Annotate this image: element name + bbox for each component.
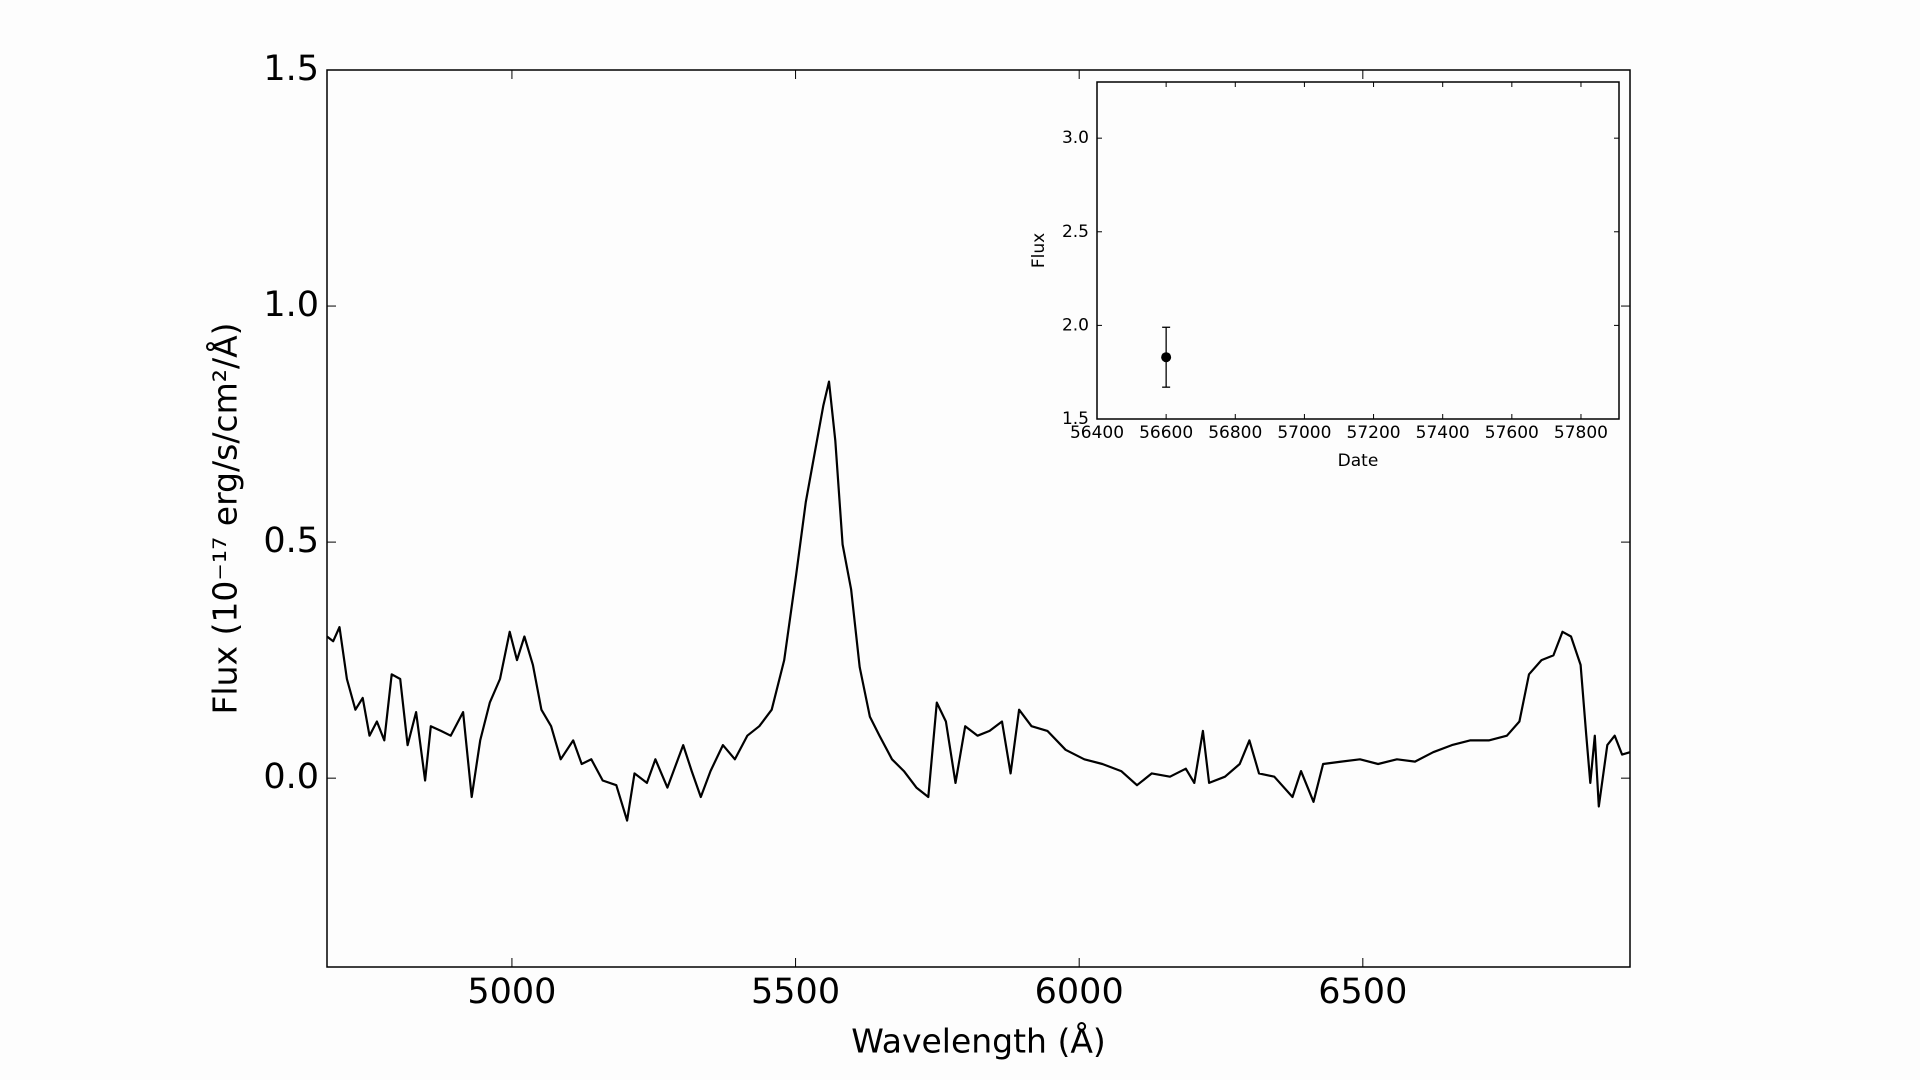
- y-tick-label: 2.0: [1062, 315, 1089, 335]
- x-tick-label: 5000: [467, 972, 556, 1012]
- x-tick-label: 57400: [1416, 423, 1470, 443]
- x-tick-label: 6000: [1035, 972, 1124, 1012]
- y-tick-label: 1.0: [263, 285, 319, 325]
- y-tick-label: 1.5: [263, 49, 319, 89]
- x-axis-label: Date: [1338, 451, 1379, 471]
- y-tick-label: 1.5: [1062, 409, 1089, 429]
- plot-area: [1097, 82, 1619, 419]
- x-tick-label: 56400: [1070, 423, 1124, 443]
- axes-frame: [1096, 81, 1620, 420]
- y-tick-label: 2.5: [1062, 222, 1089, 242]
- spectrum-line: [327, 380, 1630, 822]
- x-tick-label: 5500: [751, 972, 840, 1012]
- x-tick-label: 56600: [1139, 423, 1193, 443]
- x-tick-label: 56800: [1208, 423, 1262, 443]
- axes-frame: [326, 69, 1631, 968]
- x-tick-label: 57200: [1347, 423, 1401, 443]
- y-tick-label: 3.0: [1062, 128, 1089, 148]
- y-tick-label: 0.5: [263, 521, 319, 561]
- x-tick-label: 57600: [1485, 423, 1539, 443]
- x-tick-label: 57800: [1554, 423, 1608, 443]
- y-axis-label: Flux (10⁻¹⁷ erg/s/cm²/Å): [205, 322, 245, 714]
- x-tick-label: 57000: [1277, 423, 1331, 443]
- x-tick-label: 6500: [1318, 972, 1407, 1012]
- x-axis-label: Wavelength (Å): [851, 1021, 1106, 1061]
- data-point: [1161, 352, 1172, 363]
- y-tick-label: 0.0: [263, 757, 319, 797]
- y-axis-label: Flux: [1029, 233, 1049, 268]
